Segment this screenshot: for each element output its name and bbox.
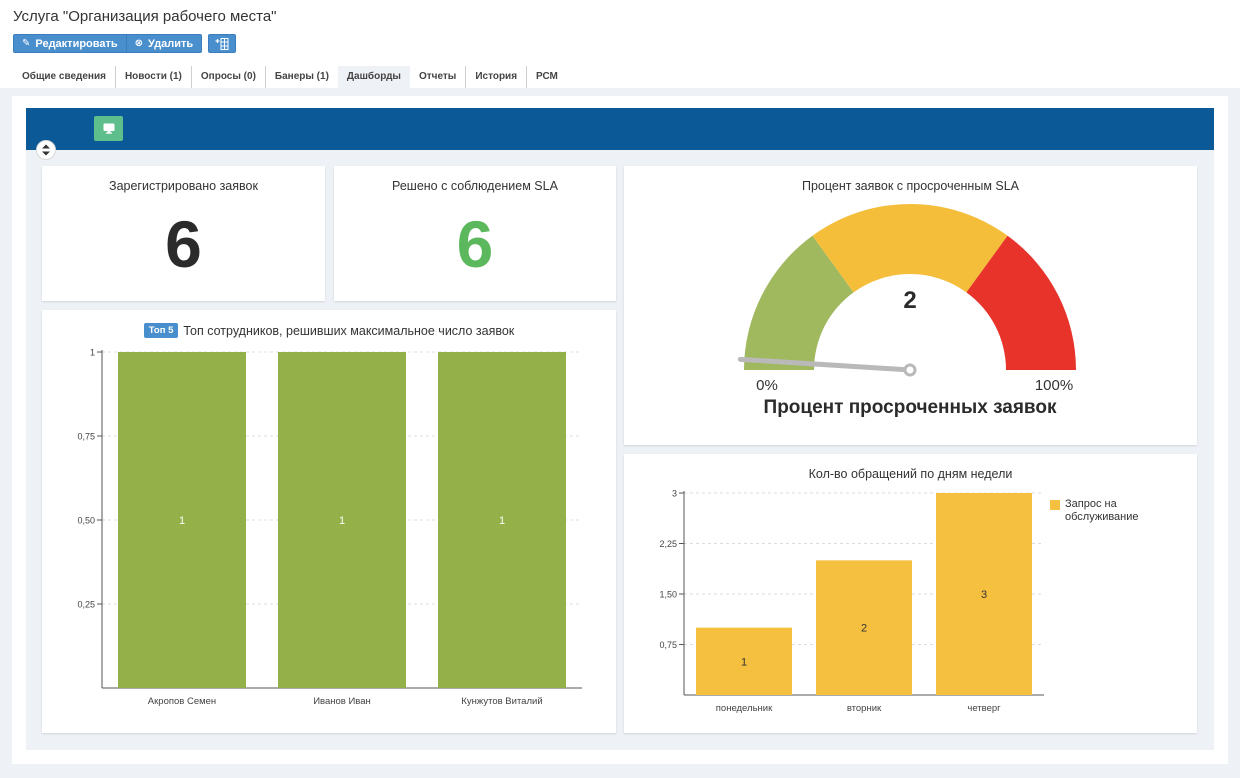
bar-value-label: 1 (499, 515, 505, 527)
bar-value-label: 1 (339, 515, 345, 527)
delete-button-label: Удалить (148, 37, 194, 50)
x-category-label: Акропов Семен (148, 696, 216, 707)
x-category-label: понедельник (716, 703, 773, 714)
bar[interactable] (696, 627, 792, 695)
gauge-card: Процент заявок с просроченным SLA 2 0% 1… (624, 166, 1197, 445)
kpi-card-registered: Зарегистрировано заявок 6 (42, 166, 325, 301)
gauge-min-label: 0% (756, 377, 778, 394)
kpi-title: Зарегистрировано заявок (109, 179, 258, 193)
top-employees-card: Топ 5 Топ сотрудников, решивших максимал… (42, 310, 616, 733)
gauge-pivot (903, 363, 917, 377)
weekday-requests-card: Кол-во обращений по дням недели 0,75 1,50… (624, 454, 1197, 733)
x-category-label: вторник (847, 703, 882, 714)
top-employees-header: Топ 5 Топ сотрудников, решивших максимал… (42, 323, 616, 338)
tab-general[interactable]: Общие сведения (13, 66, 116, 88)
collapse-toggle[interactable] (36, 140, 56, 160)
tab-history[interactable]: История (466, 66, 528, 88)
kpi-card-sla: Решено с соблюдением SLA 6 (334, 166, 616, 301)
tab-bar: Общие сведения Новости (1) Опросы (0) Ба… (13, 66, 567, 88)
kpi-title: Решено с соблюдением SLA (392, 179, 558, 193)
add-column-icon (215, 37, 229, 50)
bar[interactable] (438, 352, 566, 688)
weekday-chart-title: Кол-во обращений по дням недели (808, 467, 1013, 481)
tab-reports[interactable]: Отчеты (410, 66, 467, 88)
y-tick-label: 3 (672, 489, 677, 499)
y-tick-label: 0,50 (77, 516, 95, 526)
gauge-needle (737, 356, 913, 373)
remove-circle-icon: ⊗ (134, 38, 144, 49)
chart-legend: Запрос на обслуживание (1050, 498, 1150, 524)
kpi-value: 6 (165, 207, 202, 281)
pencil-icon: ✎ (22, 38, 31, 49)
tab-rsm[interactable]: РСМ (536, 71, 558, 82)
bar[interactable] (816, 560, 912, 695)
gauge-caption: Процент просроченных заявок (764, 397, 1057, 418)
dashboard-header (26, 108, 1214, 150)
monitor-button[interactable] (94, 116, 123, 141)
gauge-segment-low (744, 235, 854, 370)
toolbar: ✎ Редактировать ⊗ Удалить (13, 34, 237, 53)
top-employees-title: Топ сотрудников, решивших максимальное ч… (183, 323, 515, 338)
edit-button[interactable]: ✎ Редактировать (13, 34, 127, 53)
x-category-label: Иванов Иван (313, 696, 371, 707)
gauge-value: 2 (903, 287, 916, 314)
y-tick-label: 1,50 (659, 590, 677, 600)
bar-value-label: 2 (861, 623, 867, 635)
x-category-label: Кунжутов Виталий (461, 696, 542, 707)
monitor-icon (103, 123, 114, 134)
gauge-segment-high (966, 235, 1076, 370)
tab-polls[interactable]: Опросы (0) (192, 66, 266, 88)
column-layout-button[interactable] (208, 34, 237, 53)
y-tick-label: 0,75 (77, 432, 95, 442)
x-category-label: четверг (967, 703, 1001, 714)
bar-value-label: 1 (741, 656, 747, 668)
tab-news[interactable]: Новости (1) (116, 66, 192, 88)
y-tick-label: 2,25 (659, 539, 677, 549)
gauge-max-label: 100% (1035, 377, 1073, 394)
top-employees-chart: 0,25 0,50 0,75 1 1 Акропов Семен 1 Иванов Иван 1… (77, 348, 582, 707)
kpi-value: 6 (456, 207, 494, 281)
weekday-requests-chart: 0,75 1,50 2,25 3 1 понедельник 2 вторник 3 четвер… (659, 489, 1044, 714)
bar-value-label: 3 (981, 589, 987, 601)
bar-value-label: 1 (179, 515, 185, 527)
edit-button-label: Редактировать (35, 37, 118, 50)
delete-button[interactable]: ⊗ Удалить (126, 34, 203, 53)
gauge-segment-mid (812, 203, 1008, 293)
page-title: Услуга "Организация рабочего места" (13, 8, 277, 25)
tab-banners[interactable]: Банеры (1) (274, 71, 329, 82)
gauge-title: Процент заявок с просроченным SLA (801, 179, 1020, 193)
legend-swatch (1050, 500, 1060, 510)
expand-collapse-icon (42, 144, 50, 156)
y-tick-label: 1 (90, 348, 95, 358)
bar[interactable] (118, 352, 246, 688)
gauge-chart: 2 0% 100% Процент просроченных заявок (737, 203, 1076, 418)
top-badge: Топ 5 (143, 323, 179, 338)
bar[interactable] (278, 352, 406, 688)
legend-label: Запрос на обслуживание (1065, 498, 1139, 523)
y-tick-label: 0,25 (77, 600, 95, 610)
tab-dashboards[interactable]: Дашборды (337, 66, 410, 88)
y-tick-label: 0,75 (659, 640, 677, 650)
bar[interactable] (936, 493, 1032, 695)
